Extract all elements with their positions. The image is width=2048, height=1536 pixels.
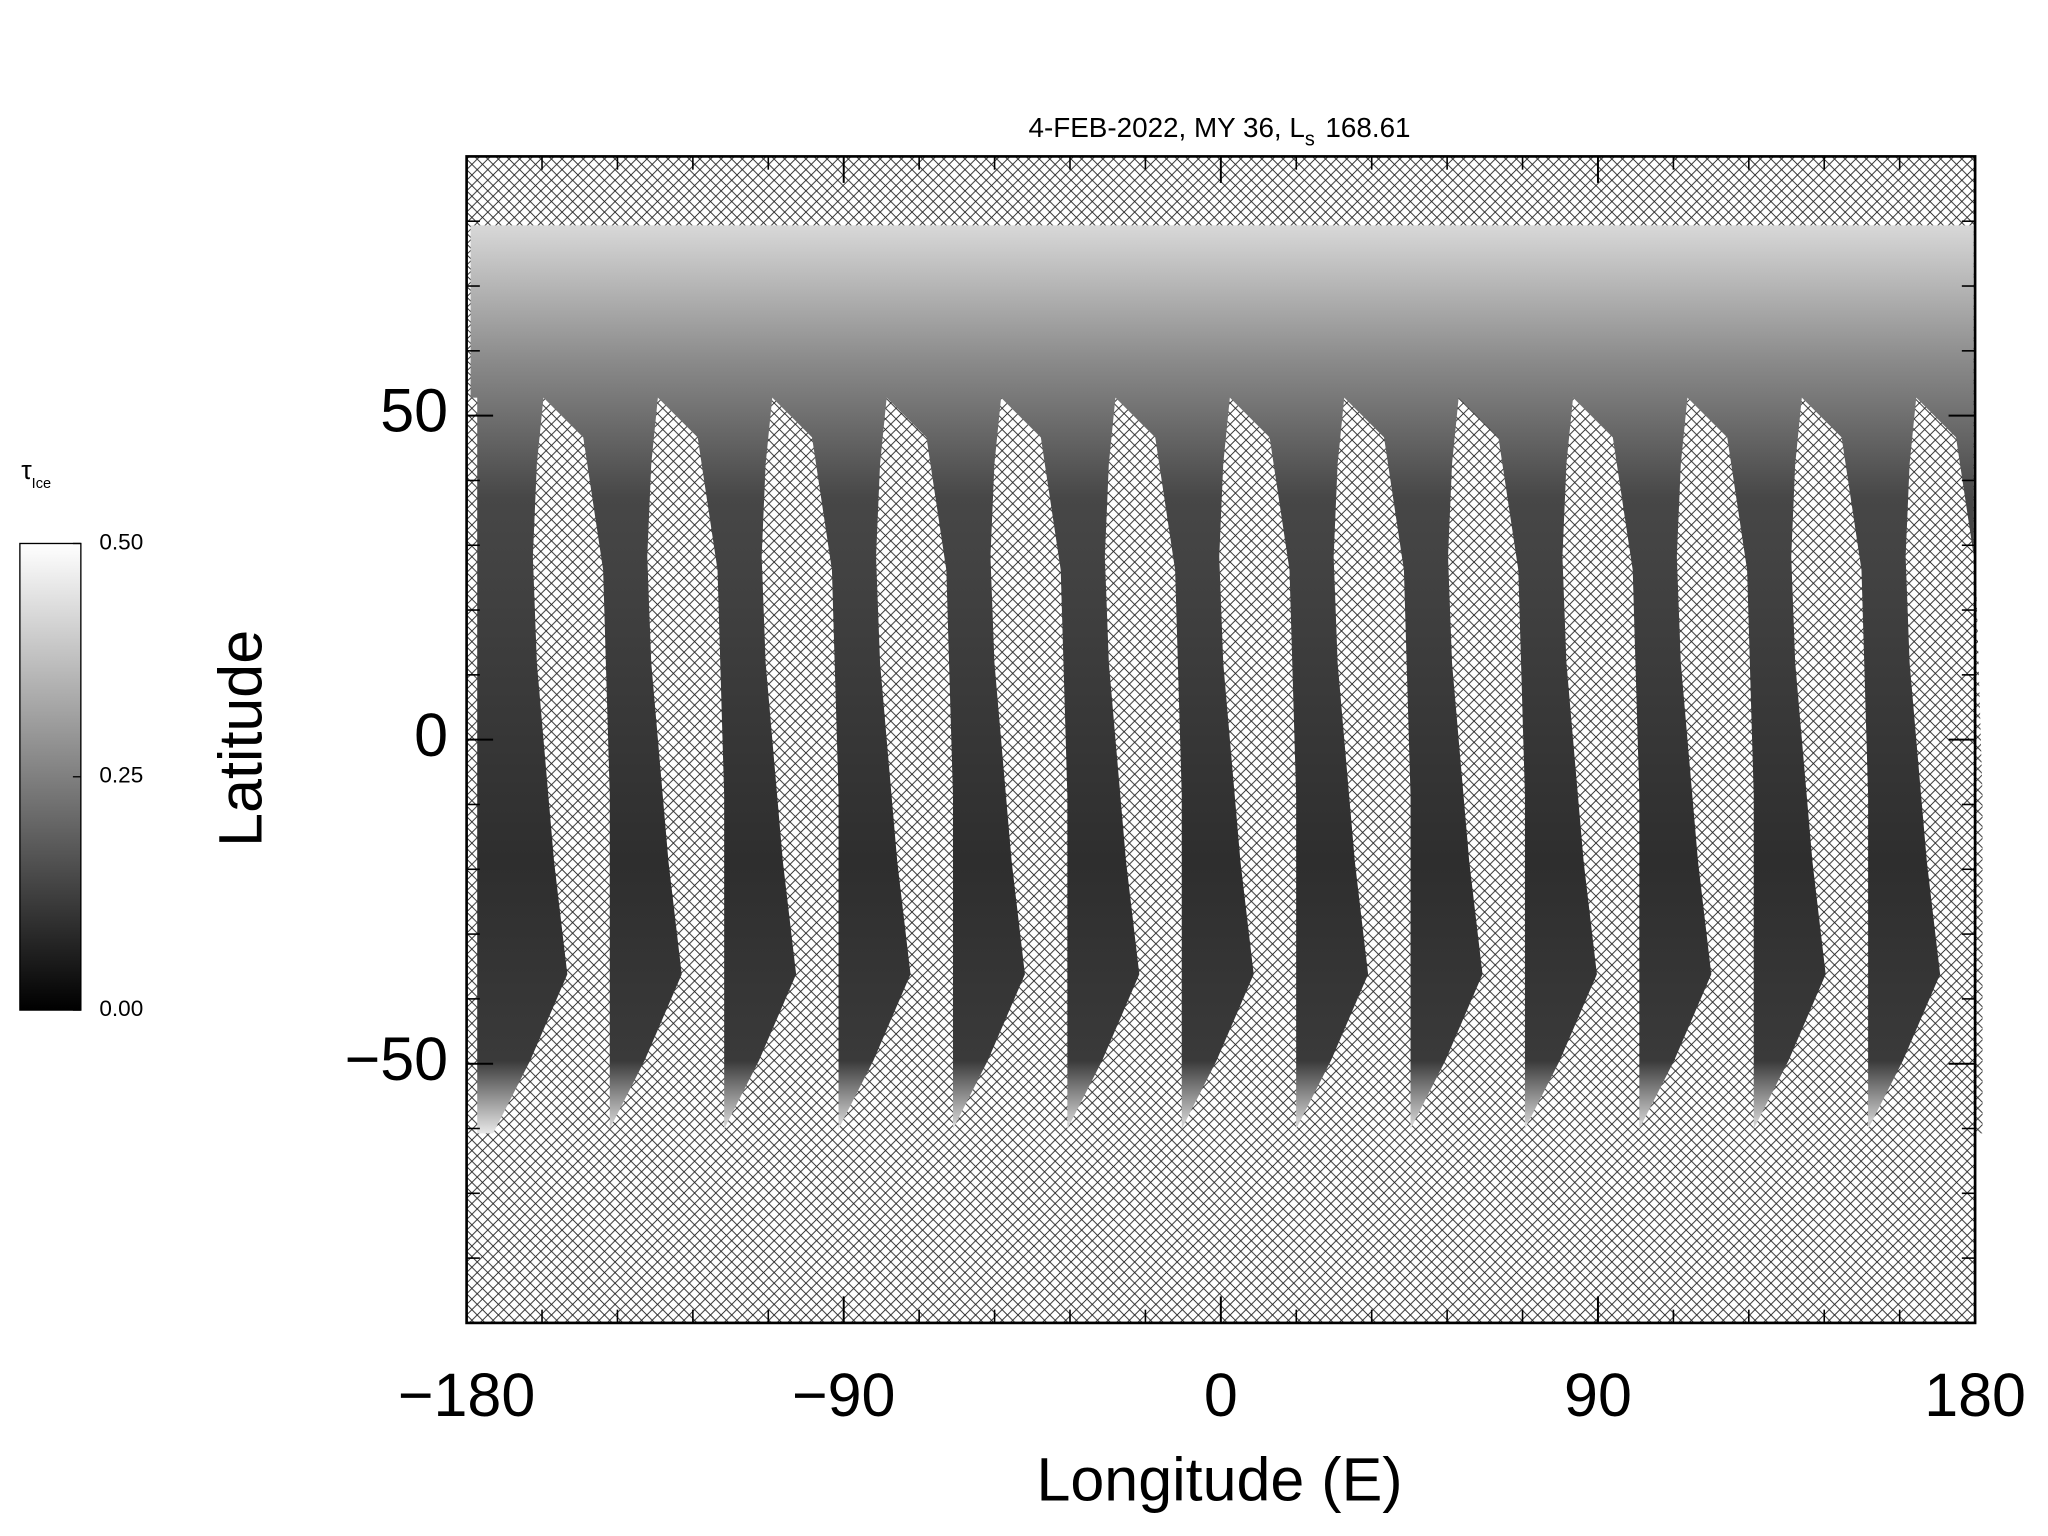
title-suffix: 168.61 <box>1325 112 1410 143</box>
y-tick-label: −50 <box>345 1025 448 1093</box>
y-tick-label: 0 <box>414 701 448 769</box>
colorbar-symbol: τ <box>21 455 32 485</box>
swath-gap <box>836 397 953 1134</box>
swath-edge-gap <box>1964 556 1976 1134</box>
x-axis-label: Longitude (E) <box>1036 1446 1402 1514</box>
title-subscript: s <box>1305 129 1315 151</box>
x-tick-label: −90 <box>792 1361 895 1429</box>
swath-gap <box>607 397 725 1134</box>
swath-gap <box>950 397 1068 1134</box>
colorbar-subscript: Ice <box>32 476 51 492</box>
title-main: 4-FEB-2022, MY 36, L <box>1029 112 1305 143</box>
swath-gap <box>1637 397 1754 1134</box>
colorbar-tick-label: 0.50 <box>99 529 143 554</box>
chart-title: 4-FEB-2022, MY 36, Ls 168.61 <box>1029 112 1411 150</box>
x-tick-label: 180 <box>1924 1361 2026 1429</box>
swath-gap <box>1865 397 1983 1134</box>
y-tick-label: 50 <box>380 377 448 445</box>
plot-area <box>466 156 1983 1323</box>
swath-gap <box>721 397 839 1134</box>
swath-gap <box>493 397 610 1134</box>
colorbar-tick-label: 0.00 <box>99 996 143 1021</box>
swath-gap <box>1522 397 1640 1134</box>
colorbar <box>19 542 82 1011</box>
swath-gap <box>1751 397 1869 1134</box>
colorbar-label: τIce <box>21 455 51 492</box>
colorbar-tick-label: 0.25 <box>99 763 143 788</box>
x-tick-label: 90 <box>1564 1361 1632 1429</box>
swath-edge-gap <box>466 397 478 1134</box>
y-axis-label: Latitude <box>206 630 274 847</box>
swath-gap <box>1065 397 1182 1134</box>
x-tick-label: 0 <box>1204 1361 1238 1429</box>
swath-gap <box>1179 397 1297 1134</box>
swath-gap <box>1408 397 1525 1134</box>
x-tick-label: −180 <box>398 1361 535 1429</box>
swath-gap <box>1293 397 1411 1134</box>
